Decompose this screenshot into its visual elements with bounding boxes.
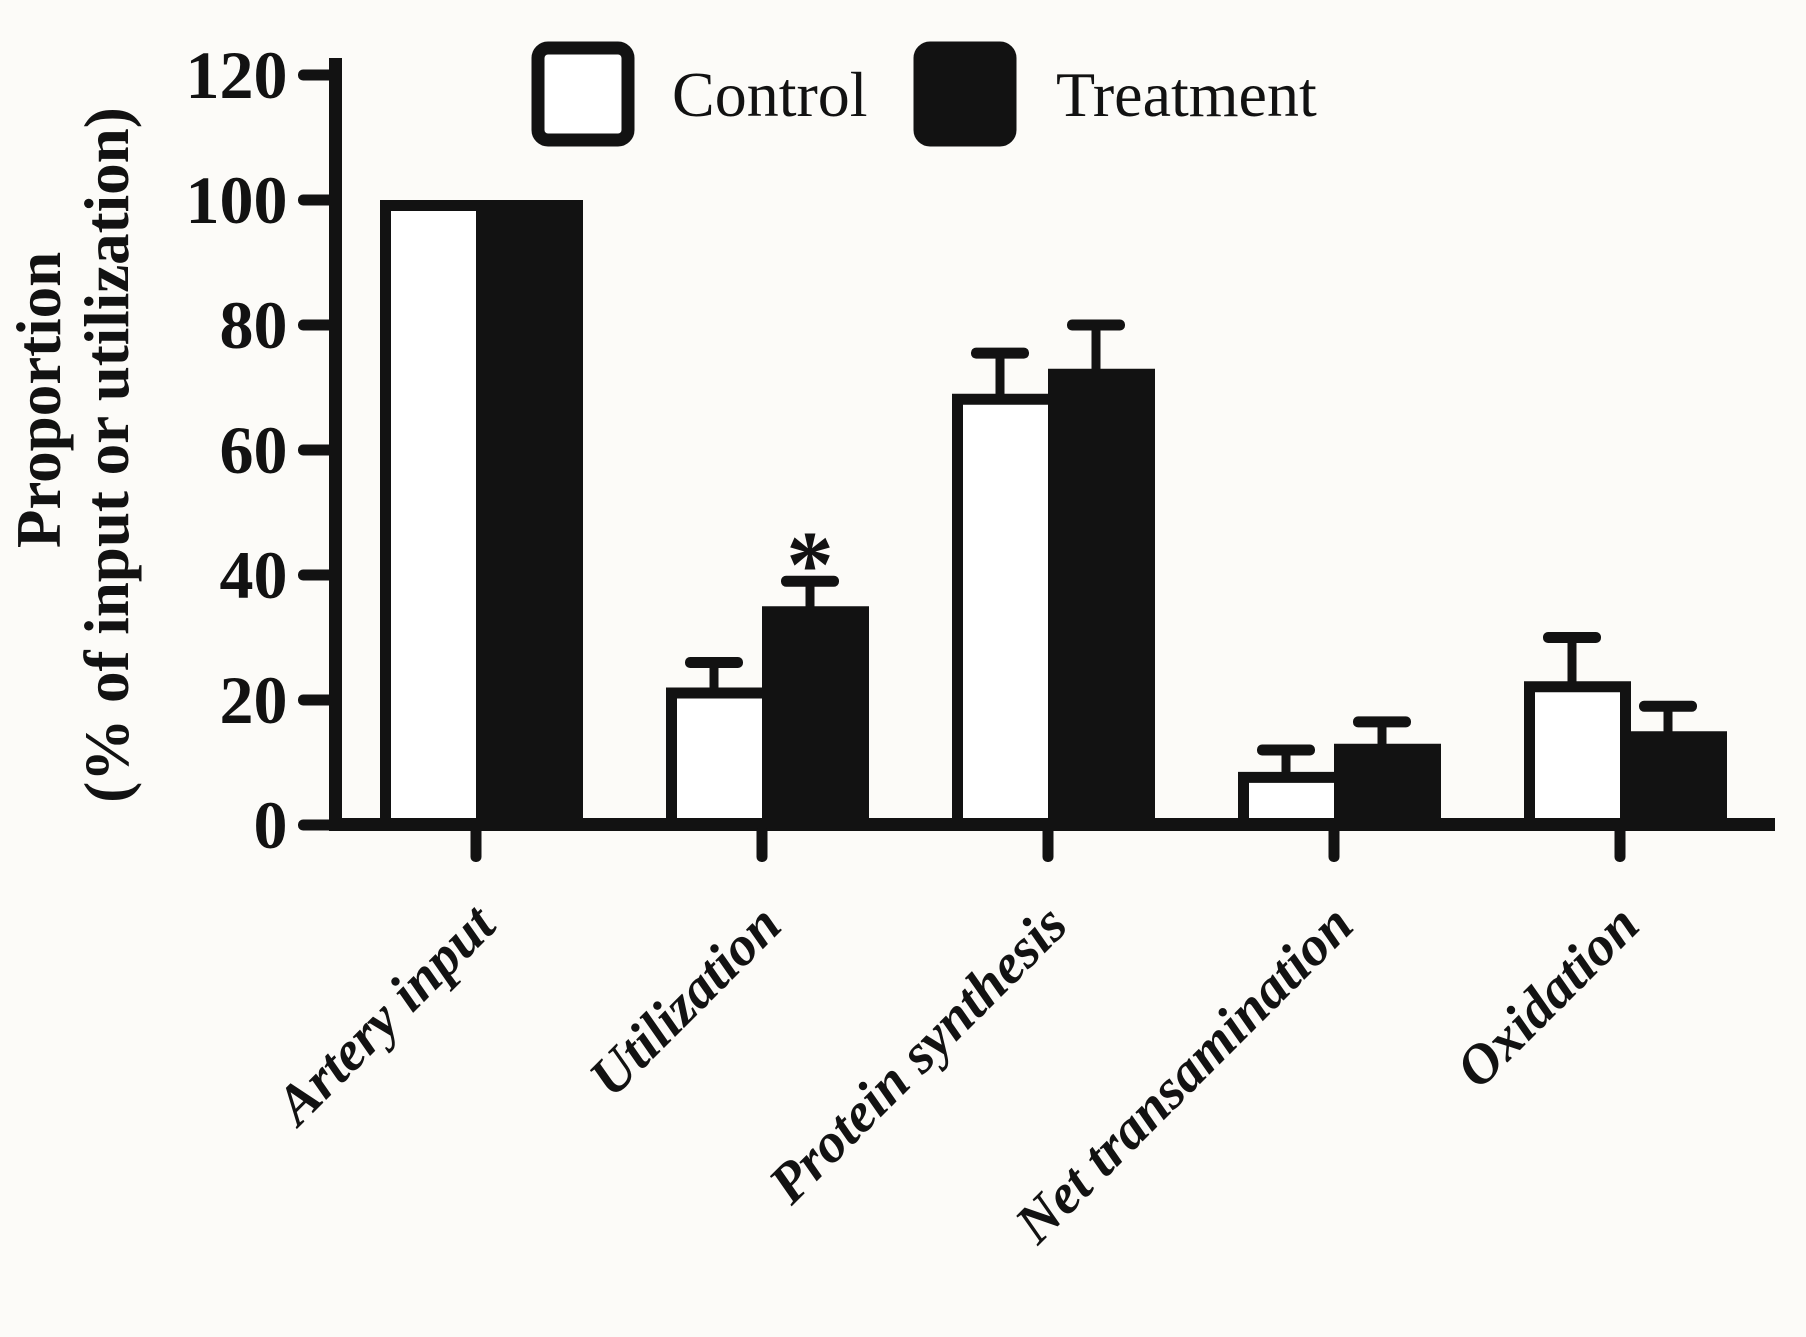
x-tick-mark-4	[1614, 826, 1626, 862]
x-tick-mark-3	[1328, 826, 1340, 862]
error-bar-stem-control-4	[1567, 637, 1577, 684]
bar-treatment-3	[1334, 743, 1441, 831]
y-tick-mark-20	[298, 694, 336, 706]
y-tick-label-80: 80	[220, 287, 288, 363]
bar-control-2	[952, 393, 1059, 831]
bar-control-0	[380, 200, 487, 831]
error-bar-stem-treatment-4	[1663, 706, 1673, 734]
error-bar-cap-control-4	[1543, 632, 1601, 643]
error-bar-stem-control-3	[1281, 750, 1291, 774]
error-bar-stem-treatment-1	[805, 581, 815, 609]
error-bar-cap-treatment-2	[1067, 319, 1125, 331]
bar-control-4	[1524, 681, 1631, 831]
error-bar-stem-treatment-3	[1377, 721, 1387, 746]
y-tick-mark-80	[298, 319, 336, 331]
y-tick-label-60: 60	[220, 412, 288, 488]
y-tick-mark-100	[298, 194, 336, 206]
bar-treatment-4	[1620, 731, 1727, 831]
x-tick-mark-1	[756, 826, 768, 862]
error-bar-stem-treatment-2	[1091, 325, 1101, 371]
y-tick-mark-40	[298, 569, 336, 581]
y-tick-label-40: 40	[220, 537, 288, 613]
error-bar-stem-control-1	[709, 662, 719, 690]
error-bar-cap-treatment-1	[781, 575, 839, 587]
bar-treatment-1	[762, 606, 869, 831]
x-tick-mark-0	[470, 826, 482, 862]
y-tick-label-0: 0	[254, 787, 288, 863]
y-tick-label-20: 20	[220, 662, 288, 738]
error-bar-cap-control-2	[971, 347, 1029, 359]
y-tick-mark-60	[298, 444, 336, 456]
bar-control-3	[1238, 771, 1345, 831]
error-bar-stem-control-2	[995, 353, 1005, 396]
y-tick-mark-0	[298, 819, 336, 831]
legend-swatch-treatment	[913, 41, 1017, 147]
significance-asterisk-0: *	[786, 511, 834, 617]
error-bar-cap-control-1	[685, 657, 743, 668]
legend-swatch-control	[531, 41, 635, 147]
x-tick-mark-2	[1042, 826, 1054, 862]
y-axis-title-line2: (% of input or utilization)	[72, 107, 142, 802]
error-bar-cap-treatment-4	[1639, 700, 1697, 712]
error-bar-cap-control-3	[1257, 744, 1315, 756]
y-tick-label-100: 100	[186, 162, 288, 238]
bar-treatment-2	[1048, 368, 1155, 831]
y-tick-mark-120	[298, 69, 336, 81]
error-bar-cap-treatment-3	[1353, 716, 1411, 728]
x-axis-line	[329, 818, 1775, 831]
legend-label-treatment: Treatment	[1056, 59, 1317, 130]
legend-label-control: Control	[672, 59, 868, 130]
y-axis-title-line1: Proportion	[4, 252, 74, 548]
y-tick-label-120: 120	[186, 37, 288, 113]
y-axis-line	[329, 58, 342, 831]
bar-control-1	[666, 687, 773, 831]
bar-treatment-0	[476, 200, 583, 831]
